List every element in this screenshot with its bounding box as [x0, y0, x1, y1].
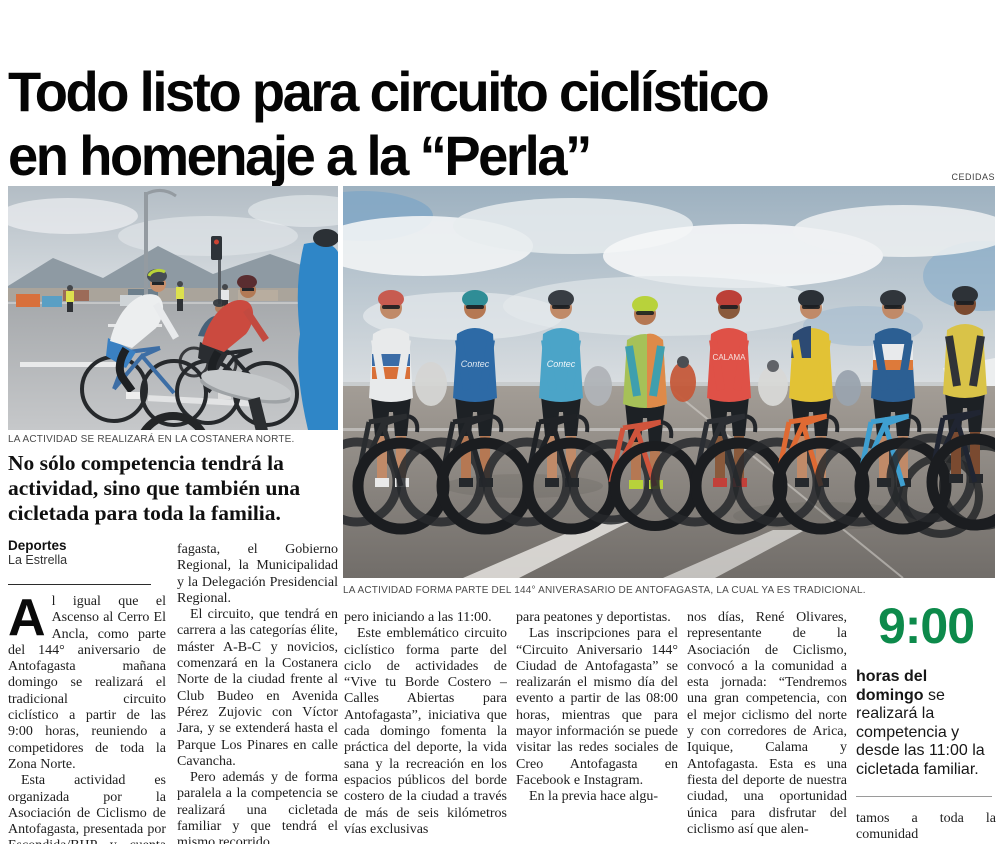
standfirst: No sólo competencia tendrá la actividad,…: [8, 451, 301, 525]
paragraph: En la previa hace algu-: [529, 789, 659, 805]
article-column-4: para peatones y deportistas. Las inscrip…: [516, 610, 678, 844]
cyclist-figure: CALAMA: [650, 290, 788, 535]
paragraph: Este emblemático circuito ciclístico for…: [344, 626, 507, 837]
paragraph: Pero además y de forma paralela a la com…: [177, 770, 338, 844]
cyclist-figure: [343, 290, 450, 535]
jersey-label: Contec: [461, 359, 490, 369]
article-column-3: pero iniciando a las 11:00. Este emblemá…: [344, 610, 507, 844]
callout-lead: horas del domingo: [856, 668, 928, 704]
paragraph: para peatones y deportistas.: [516, 610, 671, 625]
cyclist-figure: [814, 290, 952, 535]
callout-text: horas del domingo se realizará la compet…: [856, 668, 985, 778]
paragraph: Las inscripciones para el “Circuito Aniv…: [516, 626, 678, 788]
cyclist-figure: [80, 269, 208, 427]
callout-time: 9:00: [877, 598, 975, 654]
page-title: Todo listo para circuito ciclístico en h…: [8, 60, 939, 188]
article-column-6: tamos a toda la comunidad antofagastina …: [856, 811, 996, 845]
byline: Deportes La Estrella: [8, 538, 67, 568]
time-callout: 9:00 horas del domingo se realizará la c…: [856, 600, 996, 845]
cyclists-racing-illustration: [8, 186, 338, 430]
cyclist-figure: [568, 296, 700, 531]
light-pole: [144, 192, 148, 304]
article-column-5: nos días, René Olivares, representante d…: [687, 610, 847, 844]
paragraph: El circuito, que tendrá en carrera a las…: [177, 607, 338, 769]
paragraph: nos días, René Olivares, representante d…: [687, 610, 847, 837]
left-photo: [8, 186, 338, 430]
callout-divider: [856, 796, 992, 797]
paragraph: pero iniciando a las 11:00.: [344, 610, 492, 625]
cyclist-figure: [886, 286, 995, 531]
byline-divider: [8, 584, 151, 585]
main-photo: Contec Contec: [343, 186, 995, 578]
marshal-figure: [221, 284, 229, 310]
blue-rider-foreground: [297, 242, 338, 430]
byline-publication: La Estrella: [8, 553, 68, 567]
headline-line-2: en homenaje a la “Perla”: [8, 123, 592, 187]
main-photo-caption: LA ACTIVIDAD FORMA PARTE DEL 144° ANIVER…: [343, 585, 866, 596]
jersey-label: Contec: [547, 359, 576, 369]
paragraph: Esta actividad es organizada por la Asoc…: [8, 773, 166, 844]
marshal-figure: [66, 285, 74, 312]
traffic-light: [211, 236, 222, 260]
jersey-label: CALAMA: [713, 353, 747, 362]
cyclists-lineup-illustration: Contec Contec: [343, 186, 995, 578]
dropcap: A: [8, 594, 46, 647]
byline-section: Deportes: [8, 538, 67, 553]
marshal-figure: [176, 281, 184, 311]
bike-saddle-foreground: [200, 369, 292, 404]
headline-line-1: Todo listo para circuito ciclístico: [8, 59, 770, 123]
paragraph: fagasta, el Gobierno Regional, la Munici…: [177, 542, 338, 606]
photo-credit: CEDIDAS: [951, 172, 995, 182]
article-column-2: fagasta, el Gobierno Regional, la Munici…: [177, 542, 338, 844]
left-photo-caption: LA ACTIVIDAD SE REALIZARÁ EN LA COSTANER…: [8, 434, 295, 445]
